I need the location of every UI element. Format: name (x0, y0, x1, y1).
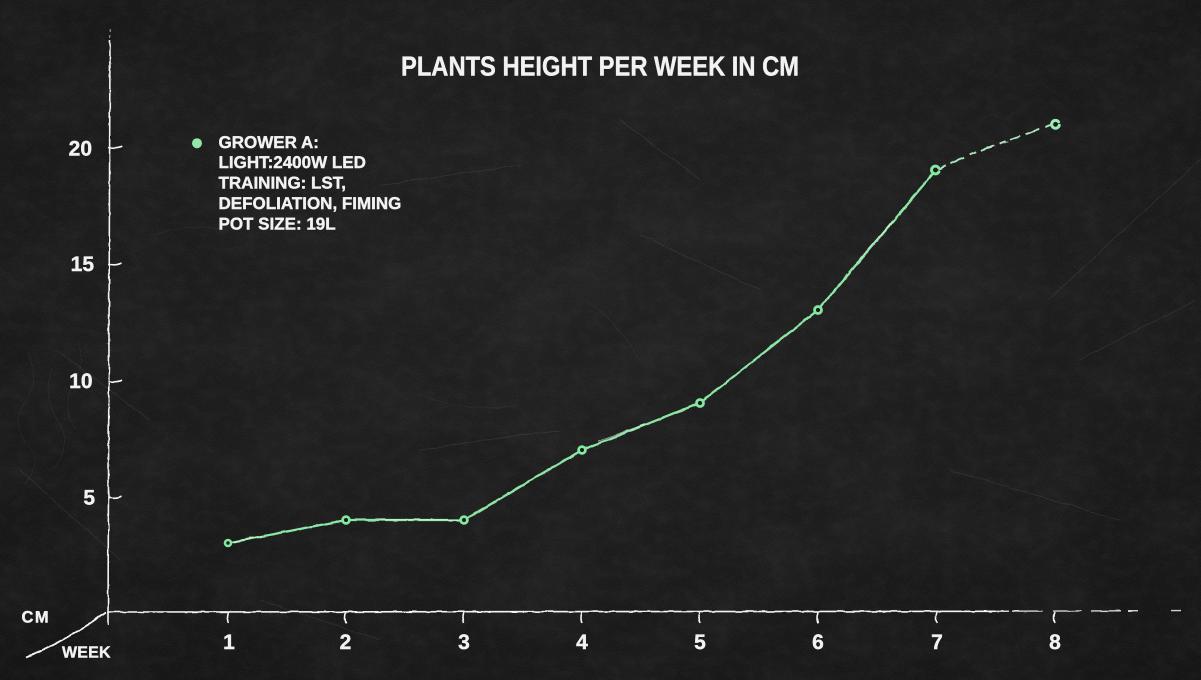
svg-text:GROWER A:: GROWER A: (219, 133, 319, 152)
svg-text:7: 7 (931, 631, 943, 654)
svg-text:WEEK: WEEK (62, 644, 111, 661)
svg-text:2: 2 (340, 631, 352, 654)
svg-text:20: 20 (69, 137, 92, 160)
svg-text:CM: CM (22, 609, 50, 627)
svg-text:10: 10 (69, 370, 92, 393)
svg-text:15: 15 (71, 253, 95, 276)
svg-text:6: 6 (812, 631, 824, 654)
svg-text:DEFOLIATION, FIMING: DEFOLIATION, FIMING (219, 194, 402, 213)
svg-text:LIGHT:2400W LED: LIGHT:2400W LED (219, 153, 366, 172)
svg-text:1: 1 (223, 631, 235, 654)
svg-text:4: 4 (576, 631, 588, 654)
svg-text:5: 5 (83, 487, 95, 510)
svg-text:POT SIZE: 19L: POT SIZE: 19L (219, 215, 336, 234)
svg-text:5: 5 (694, 631, 706, 654)
svg-text:PLANTS HEIGHT PER WEEK IN CM: PLANTS HEIGHT PER WEEK IN CM (401, 51, 799, 82)
svg-text:8: 8 (1049, 631, 1061, 654)
svg-text:TRAINING: LST,: TRAINING: LST, (219, 173, 347, 192)
svg-text:3: 3 (458, 631, 470, 654)
